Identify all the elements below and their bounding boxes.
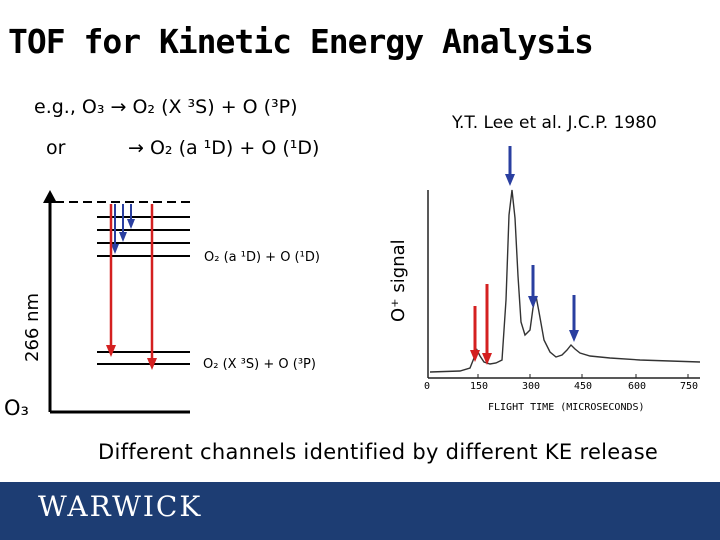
x-tick-label: 600 [628,381,647,392]
spectrum-red-arrowhead-1 [470,350,480,362]
equation-line-2: → O₂ (a ¹D) + O (¹D) [128,137,320,159]
photon-arrowhead [43,190,57,203]
footer-bar: WARWICK [0,482,720,540]
upper-state-label: O₂ (a ¹D) + O (¹D) [204,250,320,265]
blue-arrowhead-2 [119,232,127,242]
x-tick-label: 750 [680,381,699,392]
spectrum-blue-arrowhead-2 [528,296,538,308]
blue-arrowhead-3 [127,219,135,229]
slide-caption: Different channels identified by differe… [98,440,659,464]
lower-state-label: O₂ (X ³S) + O (³P) [203,357,316,372]
x-tick-label: 300 [522,381,541,392]
red-arrowhead-2 [147,358,157,370]
spectrum-y-label: O⁺ signal [388,239,409,322]
equation-or: or [46,137,66,159]
slide-title: TOF for Kinetic Energy Analysis [8,22,594,61]
spectrum-blue-arrowhead-1 [505,174,515,186]
spectrum-trace [429,189,701,373]
x-tick-label: 0 [424,381,431,392]
equation-line-1: e.g., O₃ → O₂ (X ³S) + O (³P) [34,96,298,118]
x-tick-label: 150 [470,381,489,392]
citation: Y.T. Lee et al. J.C.P. 1980 [452,113,657,133]
spectrum-red-arrowhead-2 [482,353,492,365]
energy-diagram [43,190,190,414]
spectrum-blue-arrowhead-3 [569,330,579,342]
spectrum-x-label: FLIGHT TIME (MICROSECONDS) [488,402,645,413]
tof-spectrum [427,146,701,379]
blue-arrowhead-1 [111,244,119,254]
red-arrowhead-1 [106,345,116,357]
warwick-logo: WARWICK [38,490,203,523]
ground-state-label: O₃ [4,396,29,420]
spectrum-x-ticks [427,374,689,378]
x-tick-label: 450 [574,381,593,392]
photon-energy-label: 266 nm [22,292,43,362]
